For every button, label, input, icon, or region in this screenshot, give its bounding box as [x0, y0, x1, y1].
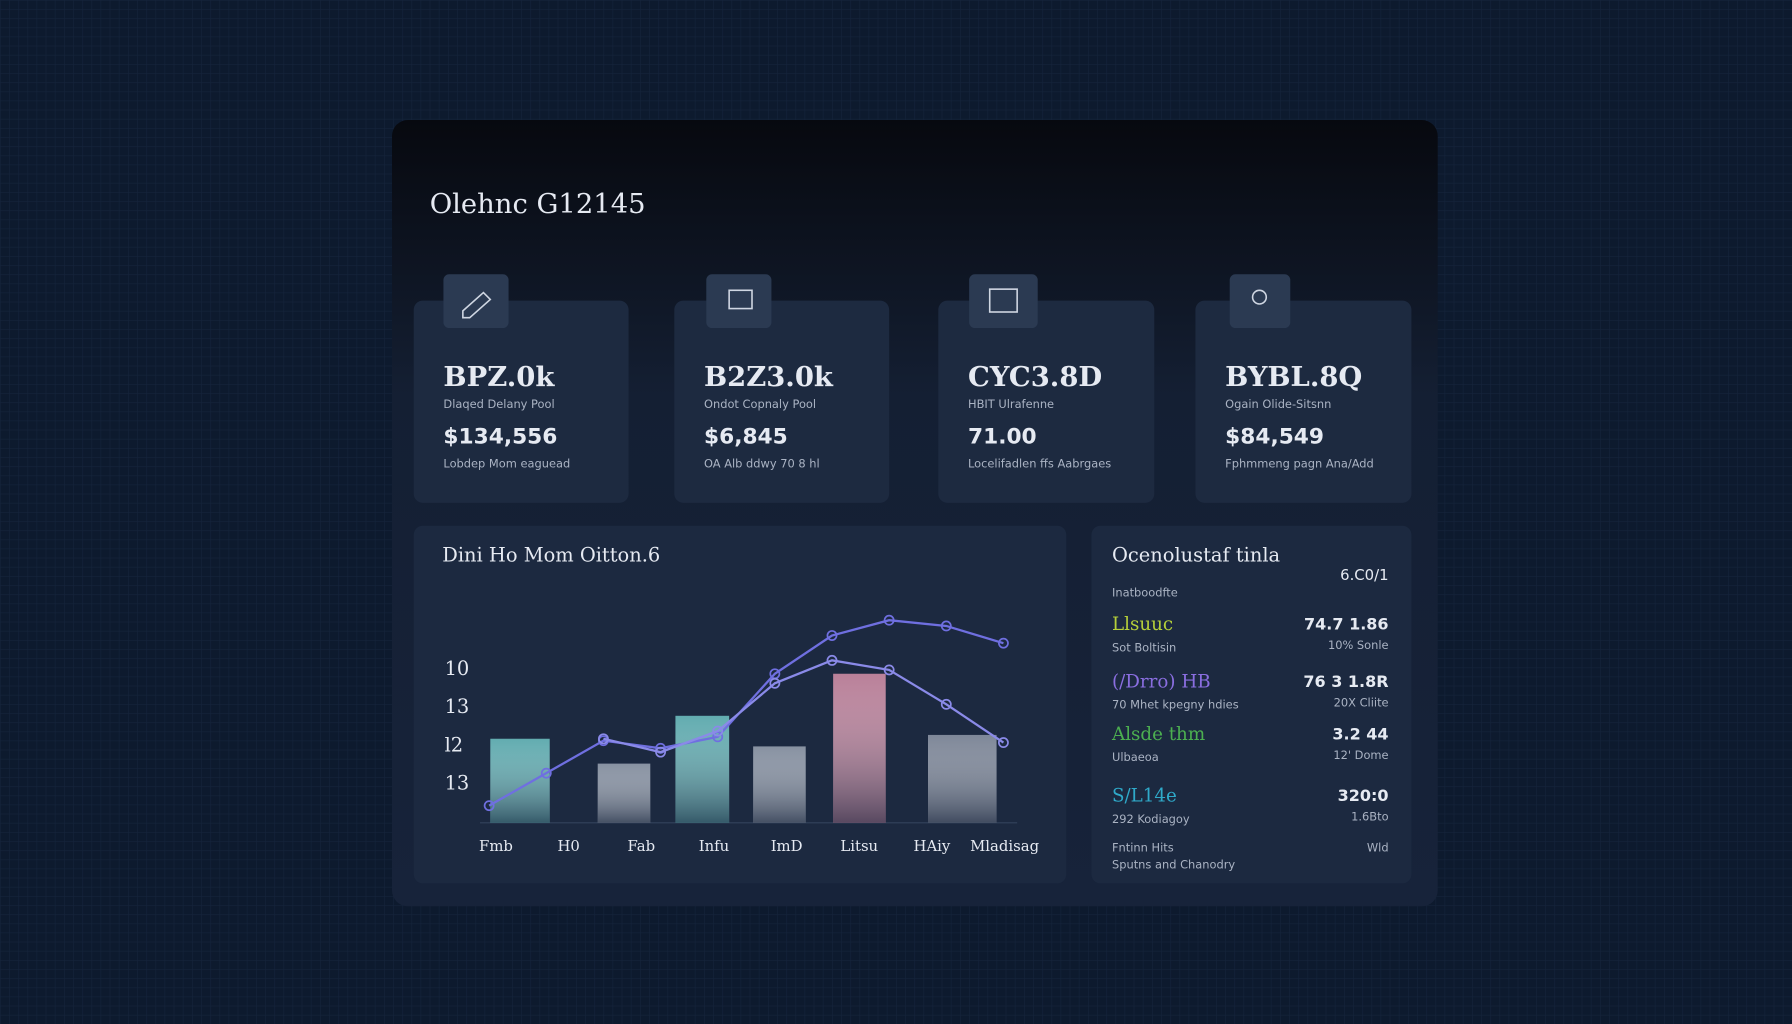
x-tick-label: H0 [557, 837, 579, 855]
bar-fade [597, 763, 651, 823]
item-label: Alsde thm [1111, 724, 1205, 745]
item-sub: 292 Kodiagoy [1112, 812, 1190, 826]
card [938, 300, 1155, 503]
icon-box [969, 274, 1038, 328]
card-caption: Lobdep Mom eaguead [443, 457, 570, 471]
line-point [826, 630, 838, 641]
chart-title: Dini Ho Mom Oitton.6 [442, 544, 660, 567]
icon-box [443, 274, 509, 328]
footer-right: Wld [1367, 841, 1389, 855]
item-value: 320:0 [1338, 786, 1389, 805]
line-point [997, 737, 1009, 748]
y-tick-label: l2 [445, 733, 464, 756]
card-caption: Locelifadlen ffs Aabrgaes [968, 457, 1111, 471]
card [1195, 300, 1412, 503]
side-panel [1091, 525, 1412, 884]
line-point [883, 614, 895, 626]
line [603, 659, 1005, 754]
x-tick-label: ImD [771, 837, 803, 855]
card-value: BPZ.0k [443, 361, 555, 393]
line-point [940, 620, 952, 632]
item-sub: 70 Mhet kpegny hdies [1112, 698, 1239, 712]
title: Olehnc G12145 [430, 189, 646, 220]
item-note: 10% Sonle [1328, 638, 1389, 652]
line-point [883, 664, 895, 676]
item-sub: Ulbaeoa [1112, 750, 1159, 764]
item-note: 20X Cliite [1334, 695, 1389, 709]
item-label: S/L14e [1112, 786, 1177, 807]
card-amount: $134,556 [443, 425, 557, 450]
icon [1251, 289, 1268, 305]
y-tick-label: 13 [445, 695, 470, 718]
icon-box [1229, 274, 1291, 328]
line-point [540, 767, 552, 779]
line-point [769, 677, 781, 689]
line-point [940, 698, 952, 710]
item-label: (/Drro) HB [1112, 671, 1211, 692]
bar-fade [490, 738, 550, 823]
card-value: B2Z3.0k [704, 361, 834, 393]
bar-fade [928, 734, 997, 823]
line-point [826, 654, 838, 666]
item-value: 76 3 1.8R [1303, 672, 1388, 691]
footer-line: Sputns and Chanodry [1112, 858, 1235, 872]
card-caption: OA Alb ddwy 70 8 hl [704, 457, 820, 471]
card-label: Dlaqed Delany Pool [443, 397, 554, 411]
y-tick-label: 10 [445, 657, 470, 680]
card-label: HBIT Ulrafenne [968, 397, 1054, 411]
card-value: BYBL.8Q [1225, 361, 1362, 393]
x-tick-label: Mladisag [970, 837, 1040, 855]
item-value: 74.7 1.86 [1304, 615, 1389, 634]
card-label: Ogain Olide-Sitsnn [1225, 397, 1331, 411]
item-note: 12' Dome [1333, 748, 1388, 762]
x-tick-label: Fab [627, 837, 655, 855]
line-point [712, 725, 724, 737]
item-label: Llsuuc [1112, 614, 1173, 635]
icon-box [706, 274, 772, 328]
bar-fade [753, 746, 806, 823]
item-note: 1.6Bto [1351, 810, 1388, 824]
side-subtitle: Inatboodfte [1112, 586, 1178, 600]
item-value: 3.2 44 [1332, 724, 1388, 743]
x-tick-label: Infu [699, 837, 730, 855]
card-value: CYC3.8D [968, 361, 1102, 393]
chart-panel [413, 525, 1067, 884]
card-caption: Fphmmeng pagn Ana/Add [1225, 457, 1374, 471]
card-amount: $6,845 [704, 425, 788, 450]
line-point [997, 637, 1009, 649]
card-label: Ondot Copnaly Pool [704, 397, 816, 411]
x-tick-label: Litsu [840, 837, 878, 855]
line-point [655, 746, 666, 758]
icon [728, 289, 753, 310]
line-point [483, 800, 495, 812]
x-tick-label: HAiy [914, 837, 951, 855]
card-amount: $84,549 [1225, 425, 1324, 450]
card [674, 300, 890, 503]
icon [462, 291, 492, 319]
side-title: Ocenolustaf tinla [1112, 544, 1281, 567]
icon [988, 288, 1018, 313]
item-sub: Sot Boltisin [1112, 640, 1176, 654]
card [413, 300, 629, 503]
side-corner: 6.C0/1 [1340, 566, 1388, 584]
y-tick-label: 13 [445, 772, 470, 795]
footer-line: Fntinn Hits [1112, 841, 1174, 855]
card-amount: 71.00 [968, 425, 1037, 450]
line [488, 619, 1004, 807]
bar-fade [833, 673, 886, 823]
line-point [598, 733, 609, 745]
x-tick-label: Fmb [479, 837, 513, 855]
